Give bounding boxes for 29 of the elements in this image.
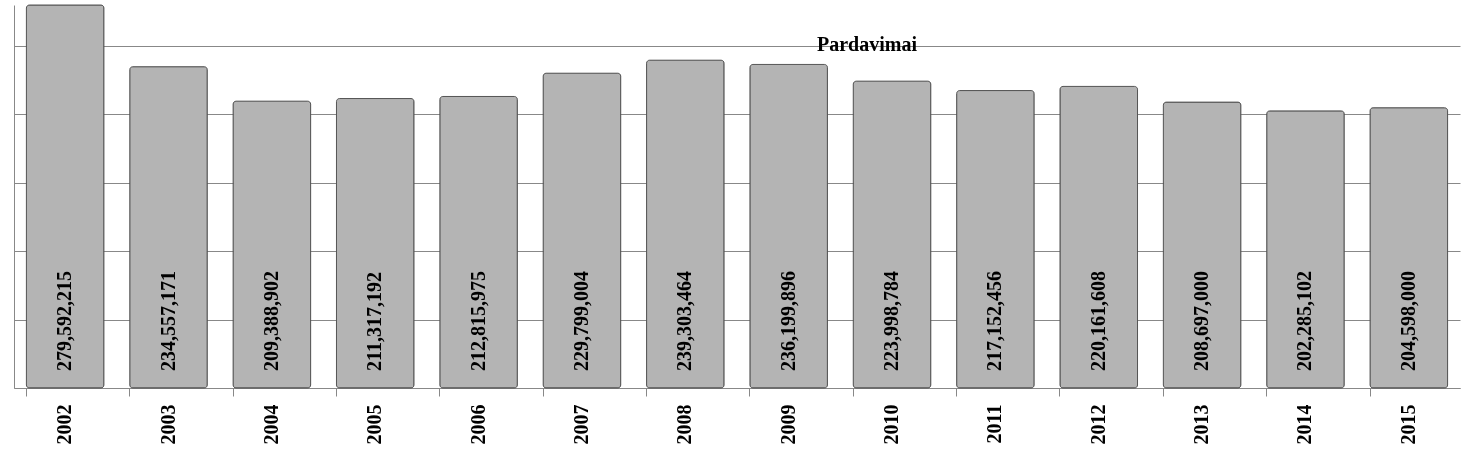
x-tick-label: 2008 [673, 404, 696, 445]
data-label: 223,998,784 [880, 271, 903, 371]
x-tick-label: 2009 [776, 404, 799, 445]
data-label: 204,598,000 [1396, 271, 1419, 371]
x-tick-label: 2015 [1396, 404, 1419, 445]
data-label: 208,697,000 [1190, 271, 1213, 371]
data-label: 209,388,902 [259, 271, 282, 371]
x-tick-label: 2013 [1190, 404, 1213, 445]
data-label: 234,557,171 [156, 271, 179, 371]
data-label: 220,161,608 [1086, 271, 1109, 371]
data-label: 202,285,102 [1293, 271, 1316, 371]
x-tick-label: 2012 [1086, 404, 1109, 445]
data-label: 212,815,975 [466, 271, 489, 371]
data-label: 229,799,004 [569, 271, 592, 371]
data-label: 279,592,215 [53, 271, 76, 371]
text: Pardavimai [817, 32, 918, 55]
x-tick-label: 2004 [259, 404, 282, 445]
x-tick-label: 2005 [363, 404, 386, 445]
data-label: 236,199,896 [776, 271, 799, 371]
x-tick-label: 2003 [156, 404, 179, 445]
data-label: 239,303,464 [673, 271, 696, 371]
data-label: 211,317,192 [363, 272, 386, 371]
x-tick-label: 2002 [53, 404, 76, 445]
x-tick-label: 2007 [569, 404, 592, 445]
data-label: 217,152,456 [983, 271, 1006, 371]
x-tick-label: 2010 [880, 404, 903, 445]
x-tick-label: 2011 [983, 404, 1006, 444]
x-tick-label: 2006 [466, 404, 489, 445]
x-tick-label: 2014 [1293, 404, 1316, 445]
